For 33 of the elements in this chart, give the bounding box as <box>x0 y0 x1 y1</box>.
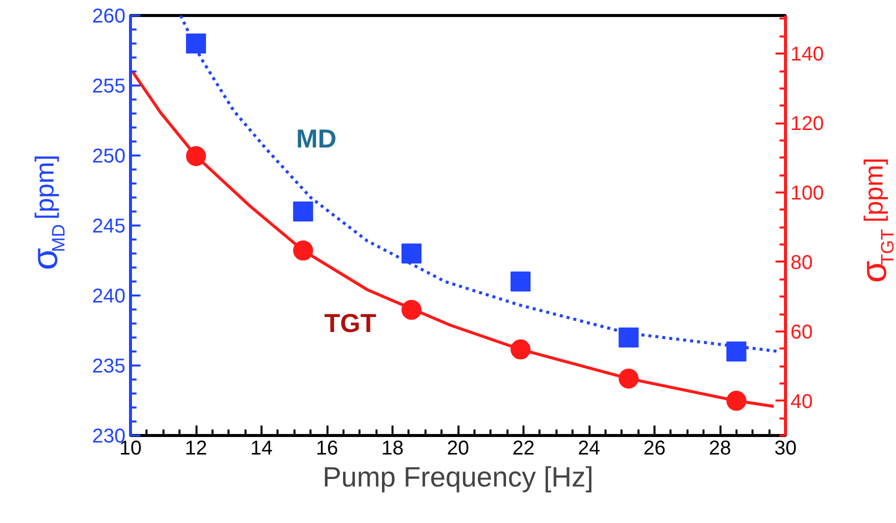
point <box>186 34 206 54</box>
point <box>510 272 531 292</box>
x-tick-label: 12 <box>184 438 208 460</box>
x-axis-title: Pump Frequency [Hz] <box>322 462 594 492</box>
y-tick-label: 240 <box>92 286 126 308</box>
y2-axis-title: σTGT [ppm] <box>853 158 896 283</box>
y-tick-label: 250 <box>92 146 126 168</box>
x-tick-label: 22 <box>512 438 535 460</box>
x-tick-label: 26 <box>643 438 666 460</box>
series-label: MD <box>296 124 337 154</box>
y2-tick-label: 100 <box>790 182 824 205</box>
y2-tick-label: 140 <box>790 44 824 66</box>
point <box>401 244 422 264</box>
x-tick-label: 18 <box>381 438 404 460</box>
y-tick-label: 235 <box>92 356 126 378</box>
x-tick-label: 30 <box>774 438 797 460</box>
y-tick-label: 245 <box>92 216 126 238</box>
y2-tick-label: 60 <box>790 321 813 344</box>
x-tick-label: 14 <box>250 438 273 460</box>
y-axis-title: σMD [ppm] <box>24 154 68 270</box>
x-tick-label: 20 <box>446 438 470 460</box>
y2-tick-label: 80 <box>790 252 813 274</box>
x-tick-label: 16 <box>316 438 338 460</box>
y2-tick-label: 40 <box>790 390 813 413</box>
y2-tick-label: 120 <box>790 113 824 136</box>
x-tick-label: 28 <box>708 438 732 460</box>
x-tick-label: 24 <box>578 438 600 460</box>
y-tick-label: 255 <box>92 76 126 98</box>
series-label: TGT <box>324 308 376 338</box>
point <box>726 342 746 362</box>
point <box>618 328 639 348</box>
point <box>293 202 314 222</box>
y-tick-label: 260 <box>92 6 126 28</box>
